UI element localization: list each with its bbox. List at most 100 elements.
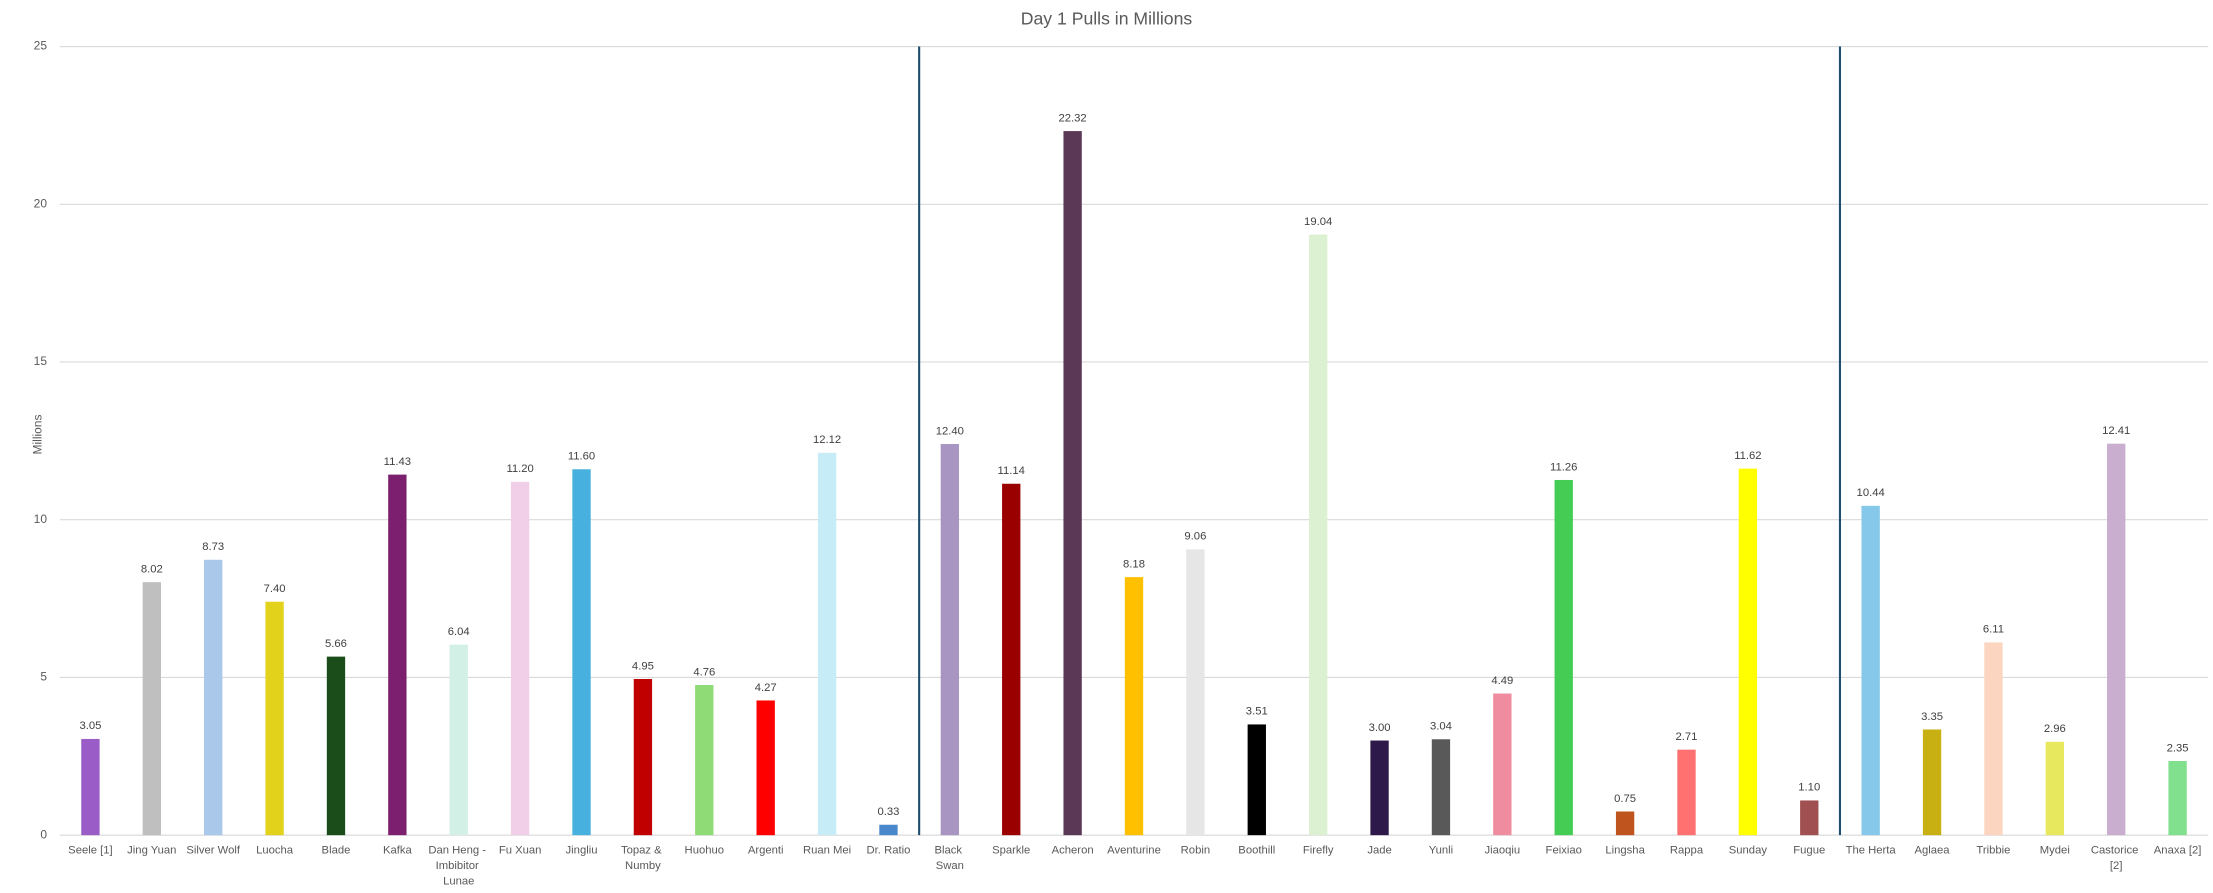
bar — [756, 700, 775, 836]
bar — [1922, 729, 1942, 836]
x-tick-label: Tribbie — [1976, 844, 2010, 856]
y-axis-title: Millions — [31, 415, 45, 455]
x-tick-label: Firefly — [1303, 844, 1334, 856]
bar — [510, 481, 530, 836]
x-tick-label: Argenti — [748, 844, 784, 856]
bar — [1861, 505, 1880, 836]
value-label: 11.14 — [998, 465, 1025, 477]
y-tick-label: 25 — [34, 39, 48, 53]
bar — [1615, 811, 1635, 836]
bar — [1124, 577, 1144, 836]
x-tick-label: Dr. Ratio — [867, 844, 911, 856]
value-label: 11.62 — [1734, 450, 1761, 462]
value-label: 7.40 — [264, 583, 286, 595]
bar — [940, 444, 960, 836]
x-tick-label: Lingsha — [1605, 844, 1645, 856]
value-label: 8.18 — [1123, 558, 1145, 570]
bar — [388, 474, 407, 836]
bar — [695, 685, 714, 836]
value-label: 2.96 — [2044, 723, 2066, 735]
value-label: 12.40 — [936, 425, 964, 437]
value-label: 4.95 — [632, 660, 654, 672]
bar — [1247, 724, 1266, 836]
x-tick-label: Jiaoqiu — [1484, 844, 1520, 856]
bar — [1493, 693, 1512, 836]
chart-title: Day 1 Pulls in Millions — [1021, 8, 1193, 28]
x-tick-label: Luocha — [256, 844, 294, 856]
x-tick-label: Dan Heng - Imbibitor Lunae — [428, 844, 489, 887]
bar — [204, 559, 223, 836]
value-label: 6.04 — [448, 626, 470, 638]
bar — [81, 738, 100, 836]
value-label: 3.51 — [1246, 706, 1268, 718]
x-tick-label: Robin — [1181, 844, 1210, 856]
bar — [879, 824, 898, 836]
bar — [1431, 739, 1451, 836]
value-label: 0.33 — [877, 806, 899, 818]
value-label: 2.35 — [2167, 742, 2189, 754]
value-label: 4.76 — [693, 666, 715, 678]
x-tick-label: Topaz & Numby — [621, 844, 665, 872]
value-label: 12.12 — [813, 434, 841, 446]
bar — [265, 601, 284, 836]
value-label: 3.05 — [79, 720, 101, 732]
x-tick-label: Castorice [2] — [2091, 844, 2142, 872]
x-tick-label: Black Swan — [935, 844, 966, 872]
y-tick-label: 5 — [40, 670, 47, 684]
x-tick-label: Aglaea — [1914, 844, 1950, 856]
bar — [1738, 468, 1758, 836]
value-label: 4.49 — [1491, 675, 1513, 687]
value-label: 8.73 — [202, 541, 224, 553]
x-tick-label: Sparkle — [992, 844, 1030, 856]
bar — [1063, 131, 1082, 836]
value-label: 4.27 — [755, 682, 777, 694]
bar — [2107, 443, 2126, 836]
value-label: 11.20 — [506, 463, 533, 475]
value-label: 10.44 — [1857, 487, 1885, 499]
x-tick-label: Fu Xuan — [499, 844, 542, 856]
bar — [1554, 479, 1573, 836]
value-label: 5.66 — [325, 638, 347, 650]
bar — [2168, 761, 2187, 836]
x-tick-label: Blade — [322, 844, 351, 856]
x-tick-label: Anaxa [2] — [2154, 844, 2202, 856]
x-tick-label: Kafka — [383, 844, 413, 856]
value-label: 11.26 — [1550, 461, 1577, 473]
value-label: 11.43 — [384, 456, 411, 468]
x-tick-label: Rappa — [1670, 844, 1704, 856]
x-tick-label: Jade — [1367, 844, 1391, 856]
y-tick-label: 10 — [34, 512, 48, 526]
value-label: 22.32 — [1059, 112, 1087, 124]
y-tick-label: 0 — [40, 827, 47, 841]
x-tick-label: Yunli — [1429, 844, 1453, 856]
x-tick-label: Boothill — [1238, 844, 1275, 856]
bar — [633, 679, 653, 836]
x-tick-label: Acheron — [1052, 844, 1094, 856]
x-tick-label: Huohuo — [685, 844, 724, 856]
bar — [1677, 749, 1696, 836]
x-tick-label: Mydei — [2040, 844, 2070, 856]
value-label: 9.06 — [1184, 531, 1206, 543]
bar — [1370, 740, 1389, 836]
x-tick-label: Ruan Mei — [803, 844, 851, 856]
value-label: 3.00 — [1369, 722, 1391, 734]
x-tick-label: Jing Yuan — [127, 844, 176, 856]
bar — [142, 582, 161, 836]
x-tick-label: The Herta — [1846, 844, 1897, 856]
x-tick-label: Jingliu — [566, 844, 598, 856]
bar — [1800, 800, 1819, 836]
value-label: 2.71 — [1676, 731, 1698, 743]
bar — [326, 656, 346, 836]
bar — [1186, 549, 1205, 836]
value-label: 12.41 — [2102, 425, 2130, 437]
x-tick-label: Fugue — [1793, 844, 1825, 856]
bar — [572, 469, 591, 836]
x-tick-label: Sunday — [1729, 844, 1768, 856]
bar — [1309, 234, 1328, 836]
x-tick-label: Aventurine — [1107, 844, 1161, 856]
bar — [1002, 483, 1021, 836]
value-label: 0.75 — [1614, 793, 1636, 805]
value-label: 1.10 — [1798, 782, 1820, 794]
y-tick-label: 15 — [34, 354, 48, 368]
